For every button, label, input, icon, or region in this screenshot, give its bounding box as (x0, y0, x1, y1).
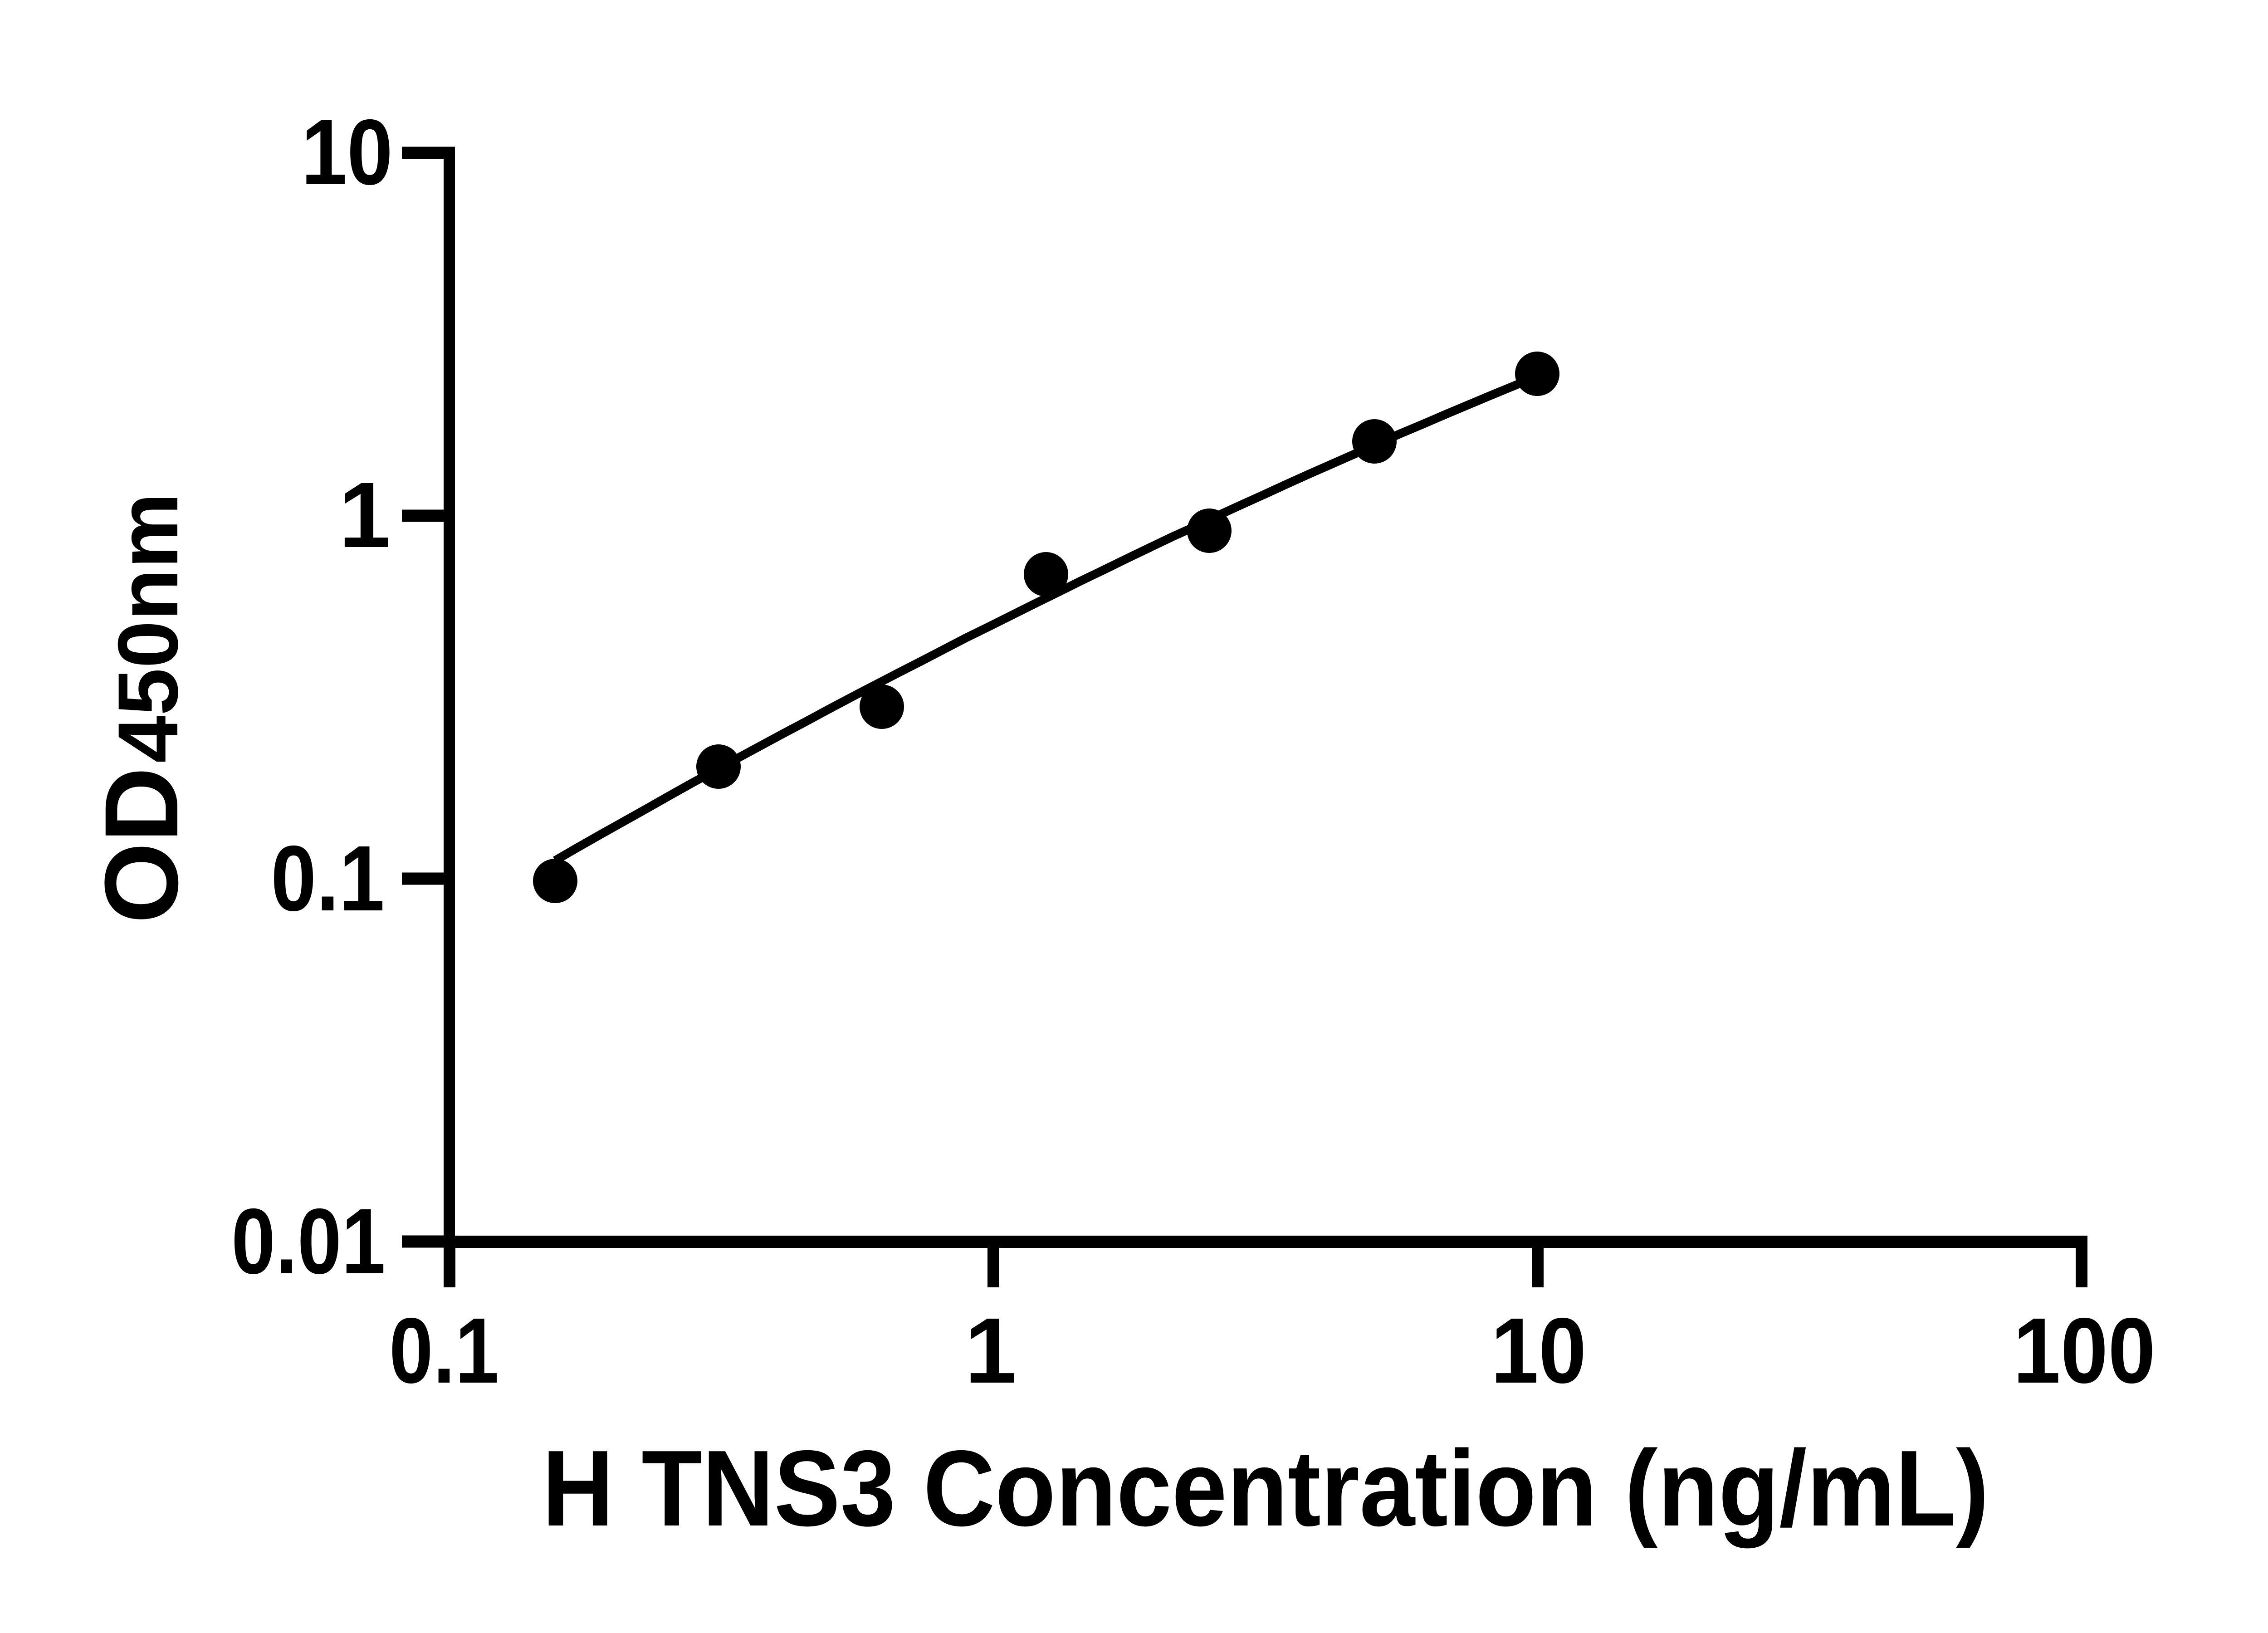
svg-text:0.01: 0.01 (231, 1189, 386, 1293)
svg-text:OD: OD (83, 767, 200, 924)
svg-text:100: 100 (2013, 1299, 2156, 1403)
svg-text:H TNS3 Concentration (ng/mL): H TNS3 Concentration (ng/mL) (542, 1428, 1989, 1549)
svg-text:1: 1 (339, 463, 391, 567)
svg-text:0.1: 0.1 (271, 826, 385, 930)
svg-text:10: 10 (301, 100, 393, 204)
svg-text:0.1: 0.1 (389, 1299, 499, 1403)
svg-text:450nm: 450nm (100, 493, 196, 763)
svg-text:1: 1 (965, 1299, 1017, 1403)
svg-text:10: 10 (1491, 1299, 1587, 1403)
